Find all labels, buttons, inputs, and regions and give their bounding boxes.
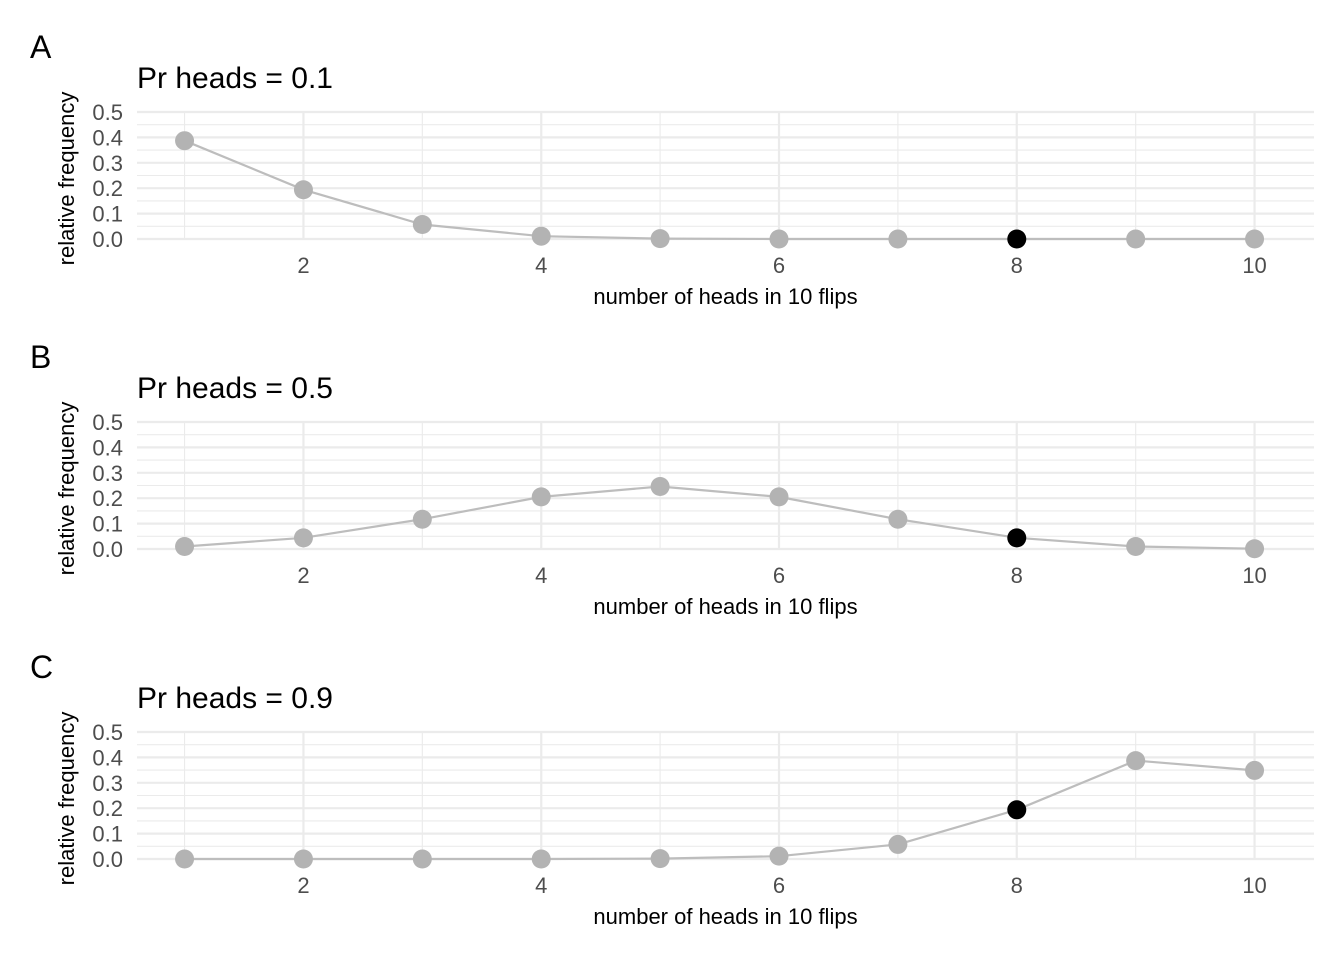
x-tick-label: 8 xyxy=(1011,563,1023,588)
data-point xyxy=(1245,539,1265,559)
data-point xyxy=(412,849,432,869)
data-point xyxy=(293,849,313,869)
y-axis-title: relative frequency xyxy=(54,92,79,266)
data-point xyxy=(175,537,195,557)
data-point xyxy=(650,476,670,496)
highlighted-data-point xyxy=(1007,800,1027,820)
data-point xyxy=(769,846,789,866)
series-line xyxy=(184,759,1255,861)
y-tick-label: 0.0 xyxy=(92,847,123,872)
x-tick-label: 6 xyxy=(773,253,785,278)
data-point xyxy=(888,229,908,249)
y-tick-label: 0.5 xyxy=(92,410,123,435)
panel-title: Pr heads = 0.9 xyxy=(137,682,333,715)
y-tick-label: 0.5 xyxy=(92,720,123,745)
data-point xyxy=(175,131,195,151)
y-tick-label: 0.4 xyxy=(92,435,123,460)
y-tick-label: 0.3 xyxy=(92,151,123,176)
y-axis-title: relative frequency xyxy=(54,402,79,576)
x-tick-label: 4 xyxy=(535,873,547,898)
data-point xyxy=(293,528,313,548)
y-tick-label: 0.2 xyxy=(92,176,123,201)
y-tick-label: 0.1 xyxy=(92,512,123,537)
data-point xyxy=(650,229,670,249)
panel-tag: A xyxy=(30,29,52,65)
x-axis-title: number of heads in 10 flips xyxy=(593,904,857,929)
y-tick-label: 0.0 xyxy=(92,227,123,252)
data-point xyxy=(769,229,789,249)
panel-c: C Pr heads = 0.9 0.00.10.20.30.40.5 2 4 6 8 10 n… xyxy=(30,649,1314,929)
highlighted-data-point xyxy=(1007,229,1027,249)
data-point xyxy=(293,180,313,200)
data-point xyxy=(412,215,432,235)
y-tick-label: 0.5 xyxy=(92,100,123,125)
y-tick-label: 0.4 xyxy=(92,745,123,770)
x-axis-title: number of heads in 10 flips xyxy=(593,594,857,619)
x-tick-label: 8 xyxy=(1011,253,1023,278)
data-point xyxy=(1245,760,1265,780)
panel-tag: B xyxy=(30,339,51,375)
x-tick-label: 8 xyxy=(1011,873,1023,898)
data-point xyxy=(1245,229,1265,249)
x-tick-label: 10 xyxy=(1242,563,1266,588)
series-line xyxy=(184,485,1255,550)
series-line xyxy=(184,139,1255,241)
x-tick-label: 6 xyxy=(773,873,785,898)
x-tick-label: 2 xyxy=(297,563,309,588)
data-point xyxy=(1126,537,1146,557)
y-tick-label: 0.3 xyxy=(92,771,123,796)
panel-title: Pr heads = 0.5 xyxy=(137,372,333,405)
y-tick-label: 0.2 xyxy=(92,486,123,511)
y-tick-label: 0.2 xyxy=(92,796,123,821)
data-point xyxy=(175,849,195,869)
data-point xyxy=(650,849,670,869)
panel-a: A Pr heads = 0.1 0.00.10.20.30.40.5 2 4 6 8 10 n… xyxy=(30,29,1314,309)
panel-tag: C xyxy=(30,649,53,685)
x-tick-label: 10 xyxy=(1242,873,1266,898)
x-axis-title: number of heads in 10 flips xyxy=(593,284,857,309)
y-tick-label: 0.1 xyxy=(92,822,123,847)
y-tick-label: 0.1 xyxy=(92,202,123,227)
x-tick-label: 2 xyxy=(297,253,309,278)
panel-b: B Pr heads = 0.5 0.00.10.20.30.40.5 2 4 6 8 10 n… xyxy=(30,339,1314,619)
data-point xyxy=(1126,751,1146,771)
data-point xyxy=(888,509,908,529)
y-tick-label: 0.3 xyxy=(92,461,123,486)
highlighted-data-point xyxy=(1007,528,1027,548)
x-tick-label: 2 xyxy=(297,873,309,898)
data-point xyxy=(1126,229,1146,249)
x-tick-label: 6 xyxy=(773,563,785,588)
y-axis-title: relative frequency xyxy=(54,712,79,886)
x-tick-label: 10 xyxy=(1242,253,1266,278)
y-tick-label: 0.4 xyxy=(92,125,123,150)
x-tick-label: 4 xyxy=(535,253,547,278)
y-tick-label: 0.0 xyxy=(92,537,123,562)
data-point xyxy=(531,226,551,246)
data-point xyxy=(888,834,908,854)
data-point xyxy=(412,509,432,529)
panel-title: Pr heads = 0.1 xyxy=(137,62,333,95)
data-point xyxy=(531,849,551,869)
x-tick-label: 4 xyxy=(535,563,547,588)
data-point xyxy=(531,487,551,507)
data-point xyxy=(769,487,789,507)
